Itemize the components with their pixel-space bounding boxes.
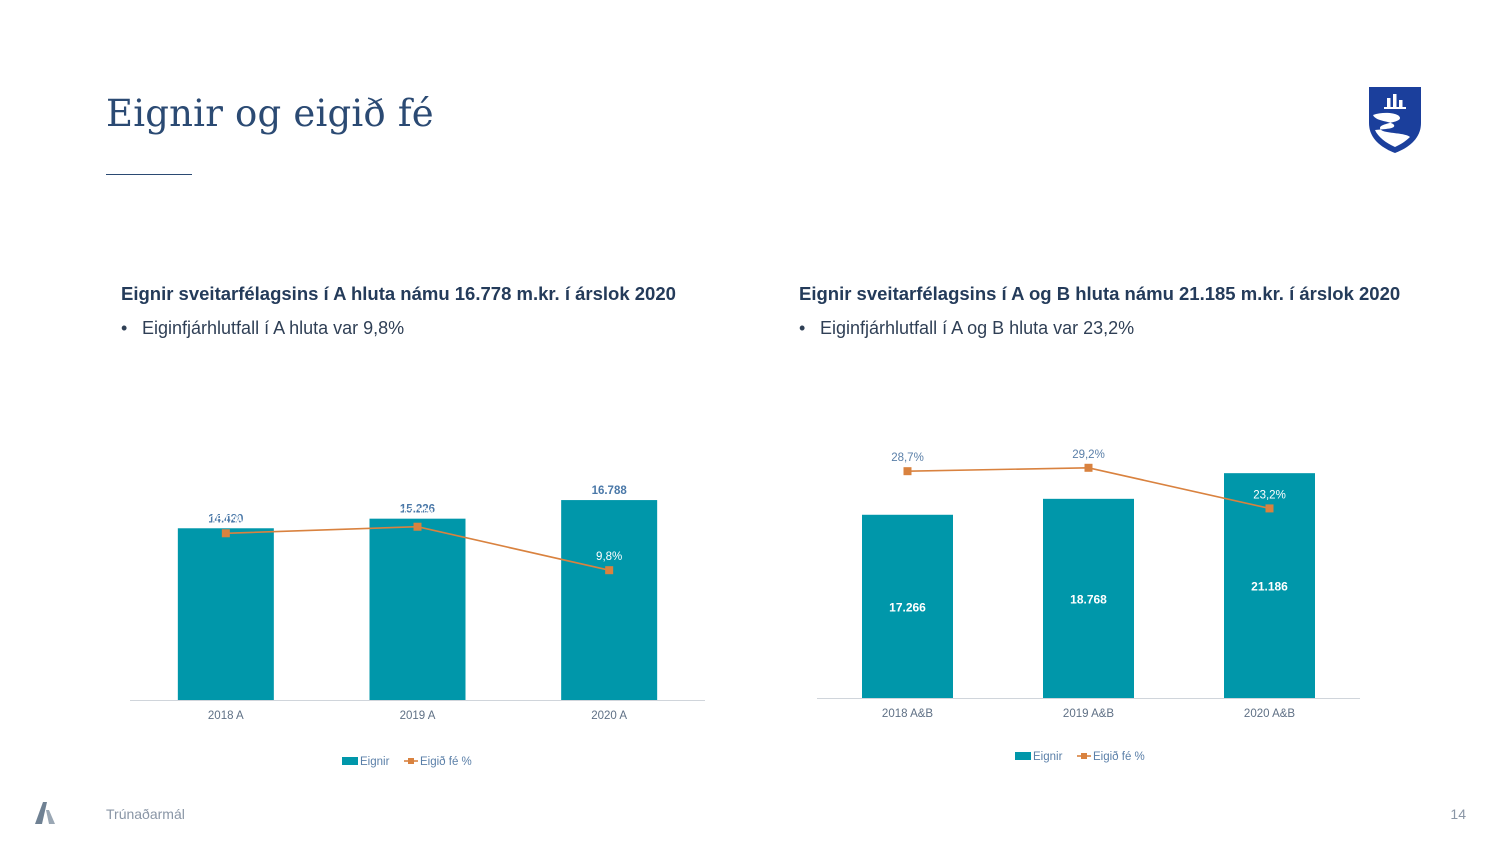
legend-eignir-label: Eignir — [360, 756, 390, 768]
confidential-label: Trúnaðarmál — [106, 806, 185, 822]
bar-data-label: 16.788 — [592, 485, 628, 497]
x-tick-label: 2019 A — [400, 710, 436, 722]
line-data-label: 9,8% — [596, 551, 622, 563]
chart-eignir-a-og-b-hluti: 17.266 18.768 21.186 28,7% 29,2% 23,2% 2018 A&… — [817, 449, 1360, 763]
left-panel-heading: Eignir sveitarfélagsins í A hluta námu 1… — [121, 283, 676, 304]
title-underline — [106, 174, 192, 175]
bar-eignir — [1043, 498, 1134, 698]
bullet-icon: • — [121, 318, 128, 338]
bar-eignir — [862, 514, 953, 698]
legend-eignir-swatch — [1015, 752, 1031, 760]
right-panel-bullet-text: Eiginfjárhlutfall í A og B hluta var 23,… — [820, 318, 1135, 338]
x-tick-label: 2018 A — [208, 710, 244, 722]
line-point-marker — [605, 566, 614, 575]
x-tick-label: 2018 A&B — [882, 708, 933, 720]
bar-data-label: 15.226 — [400, 504, 435, 516]
legend-eigid-fe-label: Eigið fé % — [420, 756, 472, 768]
legend-eigid-fe-label: Eigið fé % — [1093, 751, 1145, 763]
legend-eignir-swatch — [342, 757, 358, 765]
bar-data-label: 21.186 — [1251, 580, 1288, 594]
bar-eignir — [561, 500, 658, 700]
bar-data-label: 14.420 — [208, 513, 243, 525]
line-point-marker — [413, 522, 422, 531]
left-panel-bullet: • Eiginfjárhlutfall í A hluta var 9,8% — [121, 318, 404, 339]
legend-eignir-label: Eignir — [1033, 751, 1063, 763]
company-logo-icon — [35, 802, 55, 824]
line-data-label: 29,2% — [1072, 449, 1105, 461]
line-data-label: 28,7% — [891, 452, 924, 464]
bullet-icon: • — [799, 318, 806, 338]
left-panel-bullet-text: Eiginfjárhlutfall í A hluta var 9,8% — [142, 318, 405, 338]
right-panel-heading: Eignir sveitarfélagsins í A og B hluta n… — [799, 283, 1401, 304]
slide-title: Eignir og eigið fé — [106, 92, 434, 135]
bar-data-label: 18.768 — [1070, 592, 1107, 606]
line-data-label: 16,0% — [210, 514, 243, 526]
line-point-marker — [903, 467, 912, 476]
line-point-marker — [1084, 463, 1093, 472]
page-number: 14 — [1450, 806, 1466, 822]
line-point-marker — [1265, 504, 1274, 513]
bar-eignir — [369, 518, 466, 700]
x-tick-label: 2020 A — [591, 710, 627, 722]
municipality-crest-icon — [1369, 87, 1421, 153]
x-tick-label: 2019 A&B — [1063, 708, 1114, 720]
bar-eignir — [177, 528, 274, 700]
legend-eigid-fe-marker — [408, 758, 414, 764]
line-data-label: 17,1% — [401, 508, 434, 520]
legend-eigid-fe-marker — [1081, 753, 1087, 759]
line-point-marker — [221, 529, 230, 538]
right-panel-bullet: • Eiginfjárhlutfall í A og B hluta var 23… — [799, 318, 1134, 339]
bar-data-label: 17.266 — [889, 600, 926, 614]
chart-eignir-a-hluti: 14.420 15.226 16.788 16,0% 17,1% 9,8% 2018 A 20… — [130, 485, 705, 768]
line-data-label: 23,2% — [1253, 489, 1286, 501]
x-tick-label: 2020 A&B — [1244, 708, 1295, 720]
